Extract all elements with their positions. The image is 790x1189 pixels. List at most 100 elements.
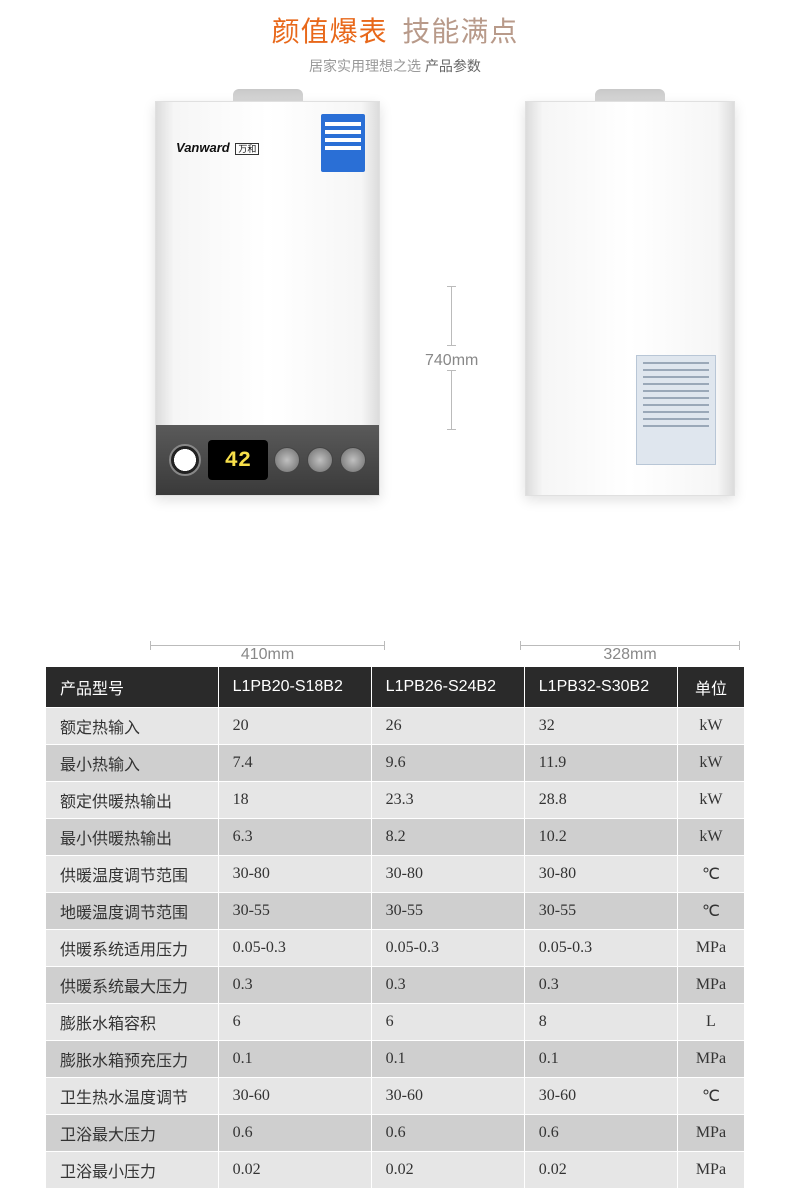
table-row: 供暖系统适用压力0.05-0.30.05-0.30.05-0.3MPa: [46, 930, 745, 967]
energy-label-icon: [321, 114, 365, 172]
brand-logo: Vanward 万和: [176, 140, 259, 155]
spec-value: 6: [218, 1004, 371, 1041]
spec-value: 0.1: [371, 1041, 524, 1078]
spec-value: 30-55: [218, 893, 371, 930]
spec-value: 0.3: [371, 967, 524, 1004]
spec-unit: MPa: [677, 1152, 744, 1189]
spec-label: 最小热输入: [46, 745, 219, 782]
spec-value: 6: [371, 1004, 524, 1041]
header: 颜值爆表 技能满点 居家实用理想之选 产品参数: [0, 0, 790, 96]
spec-unit: kW: [677, 819, 744, 856]
col-model: 产品型号: [46, 667, 219, 708]
spec-table-body: 额定热输入202632kW最小热输入7.49.611.9kW额定供暖热输出182…: [46, 708, 745, 1189]
spec-value: 0.6: [371, 1115, 524, 1152]
title-left: 颜值爆表: [272, 16, 388, 47]
spec-value: 0.02: [524, 1152, 677, 1189]
spec-label: 卫生热水温度调节: [46, 1078, 219, 1115]
spec-unit: ℃: [677, 893, 744, 930]
spec-label: 供暖系统最大压力: [46, 967, 219, 1004]
spec-value: 30-60: [524, 1078, 677, 1115]
subtitle-strong: 产品参数: [425, 58, 481, 74]
rating-plate-icon: [636, 355, 716, 465]
spec-value: 30-80: [218, 856, 371, 893]
spec-unit: MPa: [677, 1041, 744, 1078]
spec-value: 0.1: [218, 1041, 371, 1078]
spec-value: 30-80: [524, 856, 677, 893]
spec-value: 8: [524, 1004, 677, 1041]
spec-value: 7.4: [218, 745, 371, 782]
spec-value: 0.02: [218, 1152, 371, 1189]
spec-unit: L: [677, 1004, 744, 1041]
col-m2: L1PB26-S24B2: [371, 667, 524, 708]
table-row: 供暖温度调节范围30-8030-8030-80℃: [46, 856, 745, 893]
spec-label: 地暖温度调节范围: [46, 893, 219, 930]
subtitle: 居家实用理想之选 产品参数: [0, 56, 790, 76]
knob-icon: [274, 447, 300, 473]
spec-unit: kW: [677, 745, 744, 782]
title-right: 技能满点: [402, 16, 518, 47]
col-m3: L1PB32-S30B2: [524, 667, 677, 708]
dimension-depth: 328mm: [520, 641, 740, 664]
product-body-front: Vanward 万和 42: [155, 101, 380, 496]
spec-value: 0.1: [524, 1041, 677, 1078]
spec-value: 32: [524, 708, 677, 745]
spec-table-head: 产品型号 L1PB20-S18B2 L1PB26-S24B2 L1PB32-S3…: [46, 667, 745, 708]
table-row: 膨胀水箱预充压力0.10.10.1MPa: [46, 1041, 745, 1078]
spec-unit: kW: [677, 782, 744, 819]
spec-unit: MPa: [677, 930, 744, 967]
spec-label: 额定供暖热输出: [46, 782, 219, 819]
col-m1: L1PB20-S18B2: [218, 667, 371, 708]
spec-value: 6.3: [218, 819, 371, 856]
table-row: 供暖系统最大压力0.30.30.3MPa: [46, 967, 745, 1004]
product-front-view: Vanward 万和 42: [155, 101, 380, 496]
spec-value: 26: [371, 708, 524, 745]
control-panel: 42: [156, 425, 379, 495]
table-row: 地暖温度调节范围30-5530-5530-55℃: [46, 893, 745, 930]
spec-label: 卫浴最小压力: [46, 1152, 219, 1189]
table-row: 最小供暖热输出6.38.210.2kW: [46, 819, 745, 856]
spec-value: 11.9: [524, 745, 677, 782]
spec-label: 膨胀水箱容积: [46, 1004, 219, 1041]
knob-icon: [307, 447, 333, 473]
spec-value: 9.6: [371, 745, 524, 782]
knob-icon: [340, 447, 366, 473]
dimension-height: 740mm: [425, 286, 478, 436]
table-row: 额定供暖热输出1823.328.8kW: [46, 782, 745, 819]
spec-value: 28.8: [524, 782, 677, 819]
spec-value: 30-60: [371, 1078, 524, 1115]
spec-value: 0.3: [218, 967, 371, 1004]
table-row: 膨胀水箱容积668L: [46, 1004, 745, 1041]
spec-value: 0.6: [218, 1115, 371, 1152]
spec-value: 0.02: [371, 1152, 524, 1189]
spec-label: 膨胀水箱预充压力: [46, 1041, 219, 1078]
lcd-display: 42: [208, 440, 268, 480]
col-unit: 单位: [677, 667, 744, 708]
spec-table: 产品型号 L1PB20-S18B2 L1PB26-S24B2 L1PB32-S3…: [45, 666, 745, 1189]
table-row: 额定热输入202632kW: [46, 708, 745, 745]
spec-unit: MPa: [677, 1115, 744, 1152]
spec-value: 0.3: [524, 967, 677, 1004]
spec-unit: kW: [677, 708, 744, 745]
spec-label: 供暖系统适用压力: [46, 930, 219, 967]
spec-value: 23.3: [371, 782, 524, 819]
spec-value: 0.05-0.3: [524, 930, 677, 967]
dimension-width: 410mm: [150, 641, 385, 664]
table-row: 卫生热水温度调节30-6030-6030-60℃: [46, 1078, 745, 1115]
spec-label: 额定热输入: [46, 708, 219, 745]
table-row: 卫浴最小压力0.020.020.02MPa: [46, 1152, 745, 1189]
spec-unit: MPa: [677, 967, 744, 1004]
spec-label: 卫浴最大压力: [46, 1115, 219, 1152]
spec-value: 0.05-0.3: [371, 930, 524, 967]
spec-unit: ℃: [677, 1078, 744, 1115]
spec-value: 30-55: [371, 893, 524, 930]
table-row: 卫浴最大压力0.60.60.6MPa: [46, 1115, 745, 1152]
main-title: 颜值爆表 技能满点: [0, 10, 790, 50]
spec-value: 30-80: [371, 856, 524, 893]
spec-value: 8.2: [371, 819, 524, 856]
table-row: 最小热输入7.49.611.9kW: [46, 745, 745, 782]
spec-unit: ℃: [677, 856, 744, 893]
spec-value: 18: [218, 782, 371, 819]
spec-value: 20: [218, 708, 371, 745]
product-images: Vanward 万和 42 740mm 410mm 328mm: [50, 96, 740, 626]
subtitle-plain: 居家实用理想之选: [309, 58, 425, 74]
